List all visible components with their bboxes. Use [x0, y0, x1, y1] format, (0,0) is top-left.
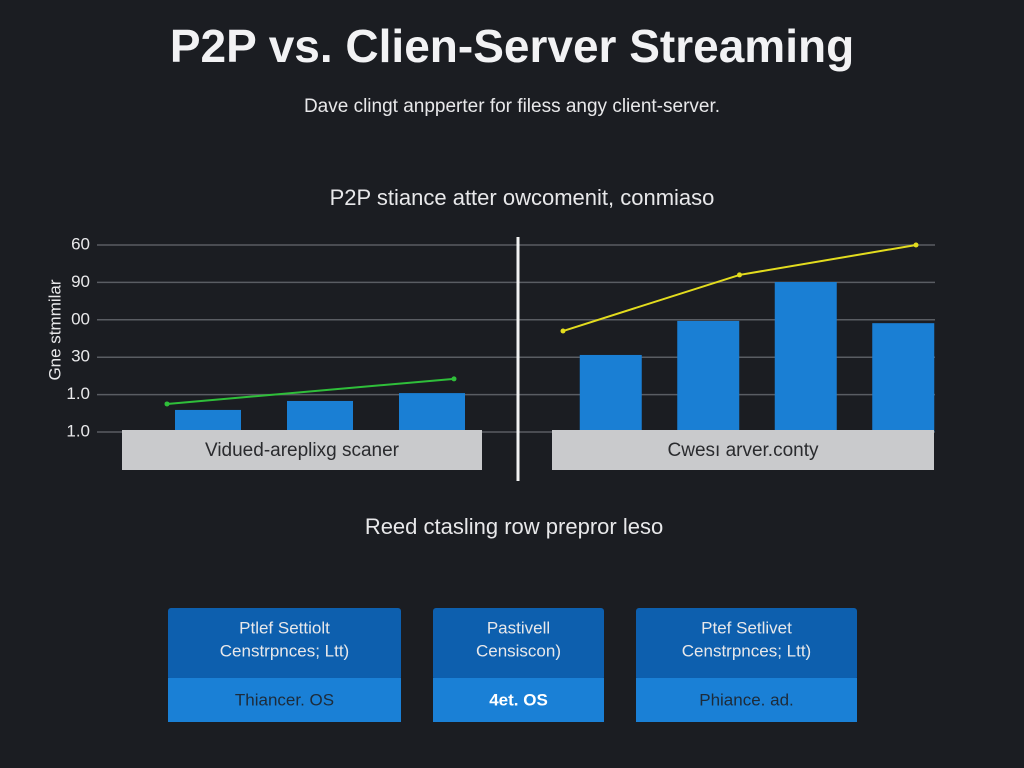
panel-label: Vidued-areplixg scaner: [205, 440, 400, 461]
chart-title: P2P stiance atter owcomenit, conmiaso: [330, 185, 715, 210]
bar: [872, 323, 935, 432]
subtitle: Dave clingt anpperter for filess angy cl…: [304, 96, 720, 117]
bar: [399, 393, 465, 432]
bar: [287, 400, 353, 432]
card-top: [433, 608, 604, 680]
section-label: Reed ctasling row prepror leso: [365, 514, 663, 539]
card-footer: Phiance. ad.: [699, 690, 794, 709]
bar: [579, 354, 642, 432]
bar: [677, 320, 740, 432]
trend-point: [164, 401, 170, 407]
card-top: [168, 608, 401, 680]
card-title: Pastivell: [487, 618, 550, 637]
card-bottom: [168, 678, 401, 722]
y-tick-label: 90: [71, 272, 90, 291]
card-title: Censiscon): [476, 641, 561, 660]
panel-label: Cwesı arver.conty: [668, 440, 819, 461]
card-footer: Thiancer. OS: [235, 690, 334, 709]
trend-point: [560, 328, 566, 334]
card-top: [636, 608, 857, 680]
card-title: Censtrpnces; Ltt): [682, 641, 811, 660]
trend-point: [913, 242, 919, 248]
title: P2P vs. Clien-Server Streaming: [170, 20, 854, 72]
y-tick-label: 60: [71, 234, 90, 253]
trend-point: [737, 272, 742, 278]
y-tick-label: 1.0: [66, 384, 90, 403]
trend-line: [166, 377, 455, 405]
trend-point: [451, 376, 457, 382]
y-tick-label: 30: [71, 347, 90, 366]
card-footer: 4et. OS: [489, 690, 548, 709]
panel-label-band: [122, 430, 482, 470]
card-bottom: [636, 678, 857, 722]
card-bottom: [433, 678, 604, 722]
y-axis-label: Gne stmmilar: [45, 279, 64, 380]
bar: [175, 409, 241, 432]
bar: [774, 282, 837, 432]
y-tick-label: 00: [71, 309, 90, 328]
card-title: Ptlef Settiolt: [239, 618, 330, 637]
card-title: Ptef Setlivet: [701, 618, 792, 637]
panel-label-band: [552, 430, 934, 470]
card-title: Censtrpnces; Ltt): [220, 641, 349, 660]
y-tick-label: 1.0: [66, 421, 90, 440]
trend-line: [562, 244, 917, 332]
